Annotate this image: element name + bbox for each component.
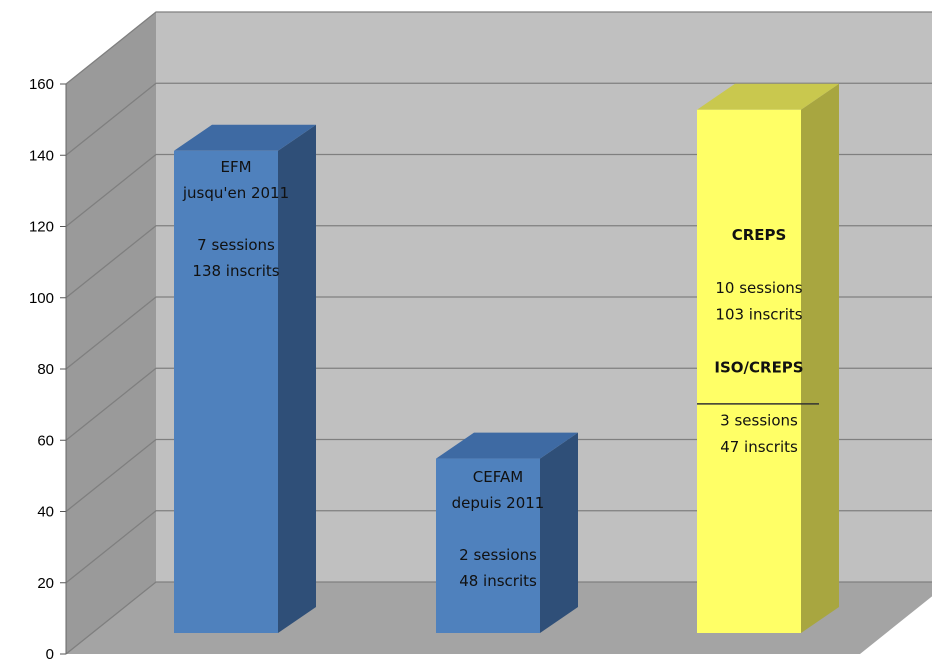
bar-label-line: depuis 2011 bbox=[452, 494, 545, 512]
bar-cefam bbox=[436, 433, 578, 633]
bar-label-line: CEFAM bbox=[473, 468, 523, 486]
y-axis-ticks: 0 20 40 60 80 100 120 140 160 bbox=[29, 76, 66, 659]
bar-label-line: ISO/CREPS bbox=[714, 359, 803, 377]
bar-side-face bbox=[540, 433, 578, 633]
y-tick-label: 140 bbox=[29, 147, 54, 164]
y-tick-label: 80 bbox=[37, 361, 54, 378]
y-tick-label: 0 bbox=[46, 646, 54, 659]
bar-label-line: 138 inscrits bbox=[192, 262, 279, 280]
bar-side-face bbox=[801, 84, 839, 633]
bar-label-line: jusqu'en 2011 bbox=[182, 184, 289, 202]
bar-label-line: 103 inscrits bbox=[715, 306, 802, 324]
y-tick-label: 20 bbox=[37, 575, 54, 592]
bar-label-line: CREPS bbox=[732, 226, 787, 244]
bar-front-face bbox=[174, 151, 278, 633]
y-tick-label: 40 bbox=[37, 504, 54, 521]
bar-label-line: 47 inscrits bbox=[720, 438, 798, 456]
bar-label-line: 48 inscrits bbox=[459, 572, 537, 590]
bar-label-line: 7 sessions bbox=[197, 236, 275, 254]
y-tick-label: 60 bbox=[37, 432, 54, 449]
bar-label-line: EFM bbox=[220, 158, 251, 176]
bar-label-line: 2 sessions bbox=[459, 546, 537, 564]
y-tick-label: 160 bbox=[29, 76, 54, 93]
bar-label-line: 3 sessions bbox=[720, 412, 798, 430]
y-tick-label: 120 bbox=[29, 219, 54, 236]
bar-label-line: 10 sessions bbox=[715, 279, 802, 297]
y-tick-label: 100 bbox=[29, 290, 54, 307]
